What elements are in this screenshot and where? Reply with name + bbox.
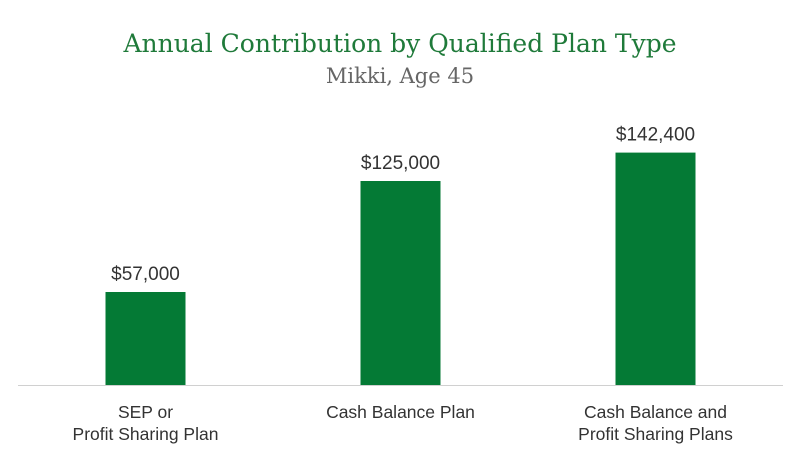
bar-3 bbox=[615, 152, 696, 385]
category-label-line: Cash Balance Plan bbox=[326, 402, 475, 422]
category-label-line: Cash Balance and bbox=[584, 402, 727, 422]
chart-subtitle: Mikki, Age 45 bbox=[326, 64, 474, 88]
category-label-1: SEP or Profit Sharing Plan bbox=[73, 402, 219, 444]
data-label-3: $142,400 bbox=[616, 125, 695, 146]
chart-title: Annual Contribution by Qualified Plan Ty… bbox=[122, 29, 676, 58]
category-label-line: Profit Sharing Plan bbox=[73, 424, 219, 444]
data-label-1: $57,000 bbox=[111, 264, 180, 285]
category-label-2: Cash Balance Plan bbox=[326, 402, 475, 422]
bars-layer bbox=[105, 152, 696, 385]
bar-1 bbox=[105, 292, 186, 385]
category-label-line: Profit Sharing Plans bbox=[578, 424, 733, 444]
labels-layer: $57,000 SEP or Profit Sharing Plan $125,000… bbox=[73, 125, 734, 444]
category-label-3: Cash Balance and Profit Sharing Plans bbox=[578, 402, 733, 444]
data-label-2: $125,000 bbox=[361, 153, 440, 174]
bar-2 bbox=[360, 181, 441, 385]
category-label-line: SEP or bbox=[118, 402, 173, 422]
